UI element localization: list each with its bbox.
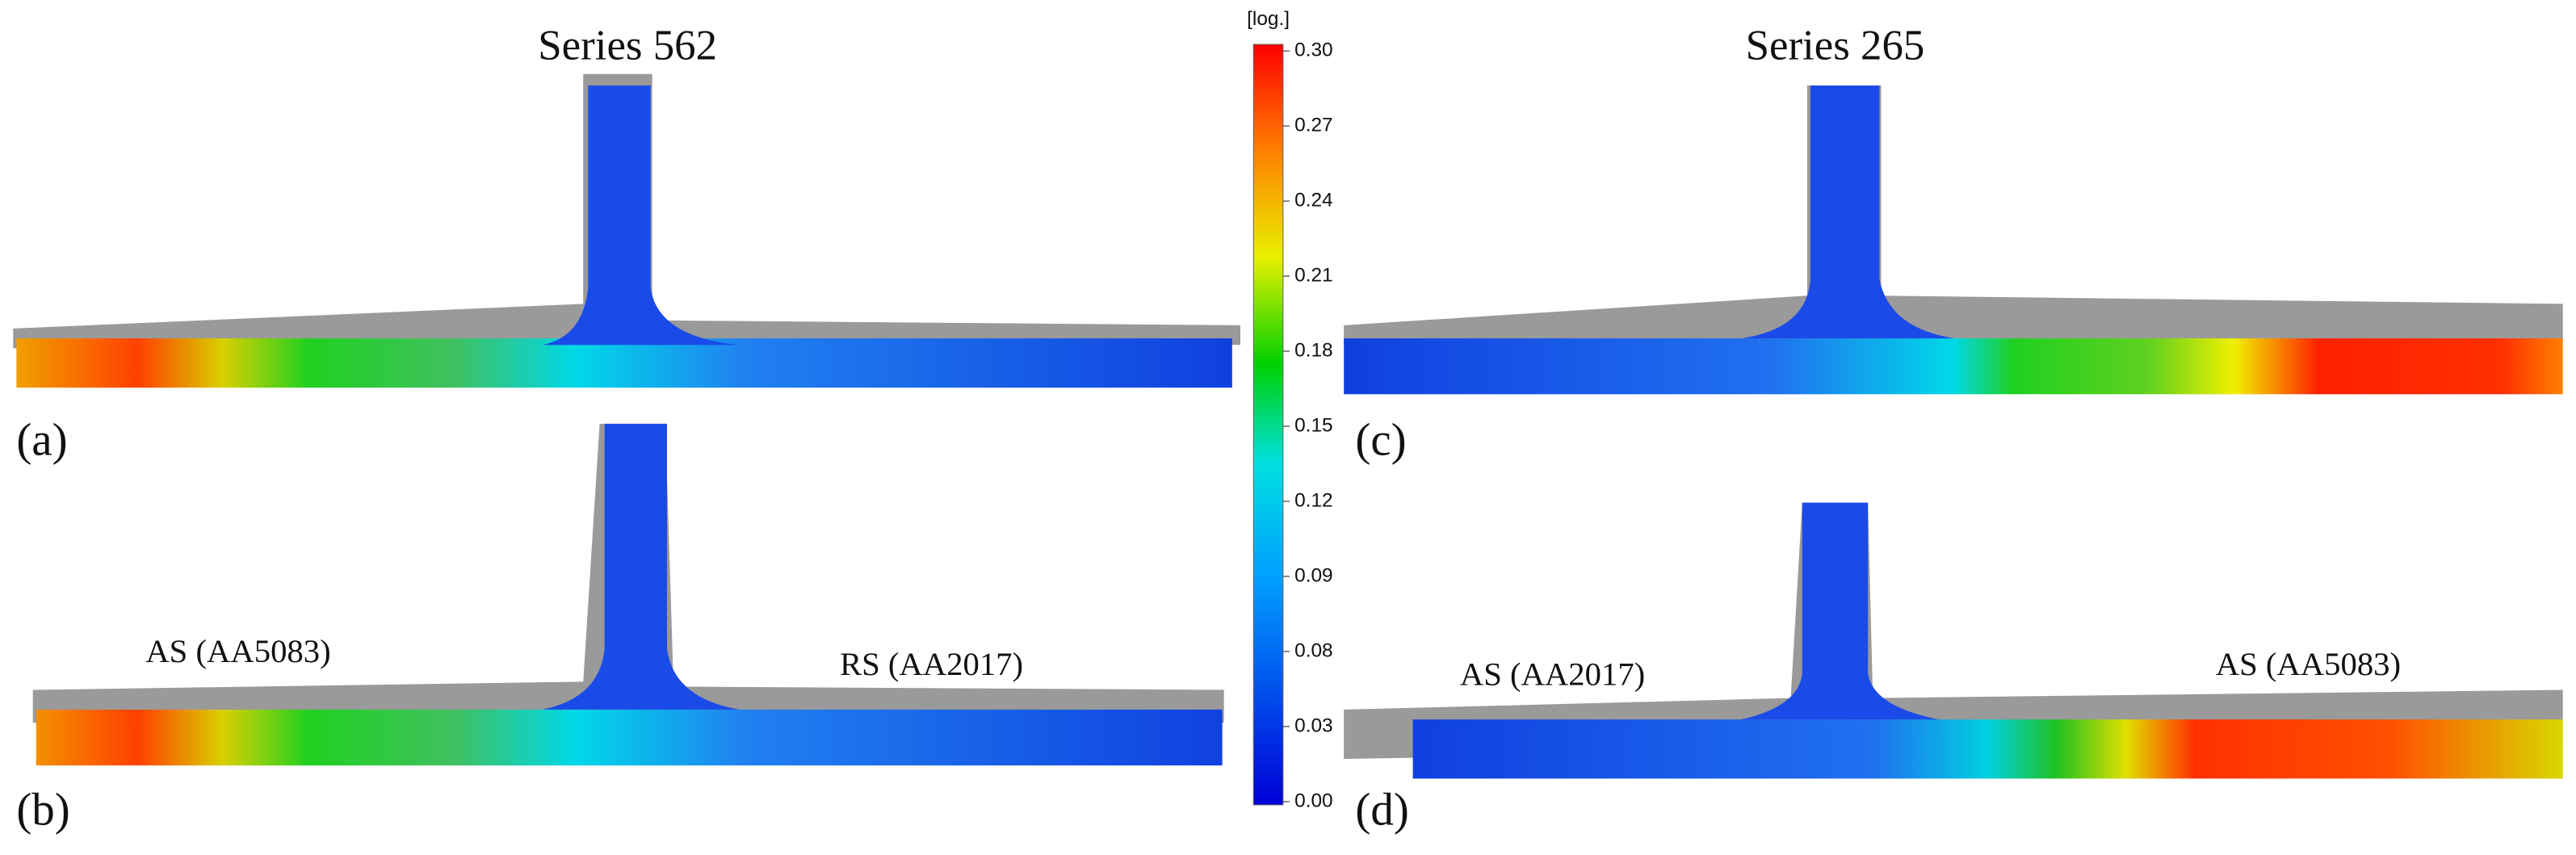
panel-label: (a) xyxy=(16,415,67,466)
annotation: AS (AA5083) xyxy=(2216,646,2401,682)
strain-map xyxy=(1412,719,2563,779)
panel-label: (c) xyxy=(1355,415,1406,466)
panel-label: (d) xyxy=(1355,784,1408,835)
title: Series 265 xyxy=(1746,22,1925,69)
panel-d xyxy=(1344,502,2563,779)
colorbar-unit: [log.] xyxy=(1247,8,1290,30)
colorbar-tick-label: 0.15 xyxy=(1294,414,1333,436)
colorbar-tick-label: 0.03 xyxy=(1294,715,1333,736)
stiffener xyxy=(1741,502,1939,720)
colorbar-tick-label: 0.09 xyxy=(1294,564,1333,586)
colorbar-tick-label: 0.00 xyxy=(1294,790,1333,811)
stiffener xyxy=(542,85,740,346)
annotation: AS (AA2017) xyxy=(1460,656,1645,692)
panel-b xyxy=(32,423,1224,766)
panel-a xyxy=(13,73,1241,388)
specimen-base xyxy=(1344,85,2563,346)
annotation: RS (AA2017) xyxy=(840,646,1023,682)
specimen-base xyxy=(1344,502,2563,759)
colorbar-tick-label: 0.30 xyxy=(1294,40,1333,61)
panel-label: (b) xyxy=(16,784,69,835)
colorbar-tick-label: 0.27 xyxy=(1294,115,1333,136)
colorbar-tick-label: 0.12 xyxy=(1294,489,1333,511)
title: Series 562 xyxy=(538,22,717,69)
strain-map xyxy=(1344,338,2563,395)
colorbar-tick-label: 0.24 xyxy=(1294,190,1333,212)
stiffener xyxy=(542,423,740,710)
strain-map xyxy=(36,709,1223,766)
panel-c xyxy=(1344,85,2563,395)
strain-map xyxy=(16,338,1232,388)
colorbar-tick-label: 0.08 xyxy=(1294,639,1333,661)
stiffener xyxy=(1741,85,1955,339)
annotation: AS (AA5083) xyxy=(145,633,330,669)
colorbar-tick-label: 0.18 xyxy=(1294,339,1333,361)
colorbar-tick-label: 0.21 xyxy=(1294,264,1333,286)
colorbar xyxy=(1252,44,1284,806)
